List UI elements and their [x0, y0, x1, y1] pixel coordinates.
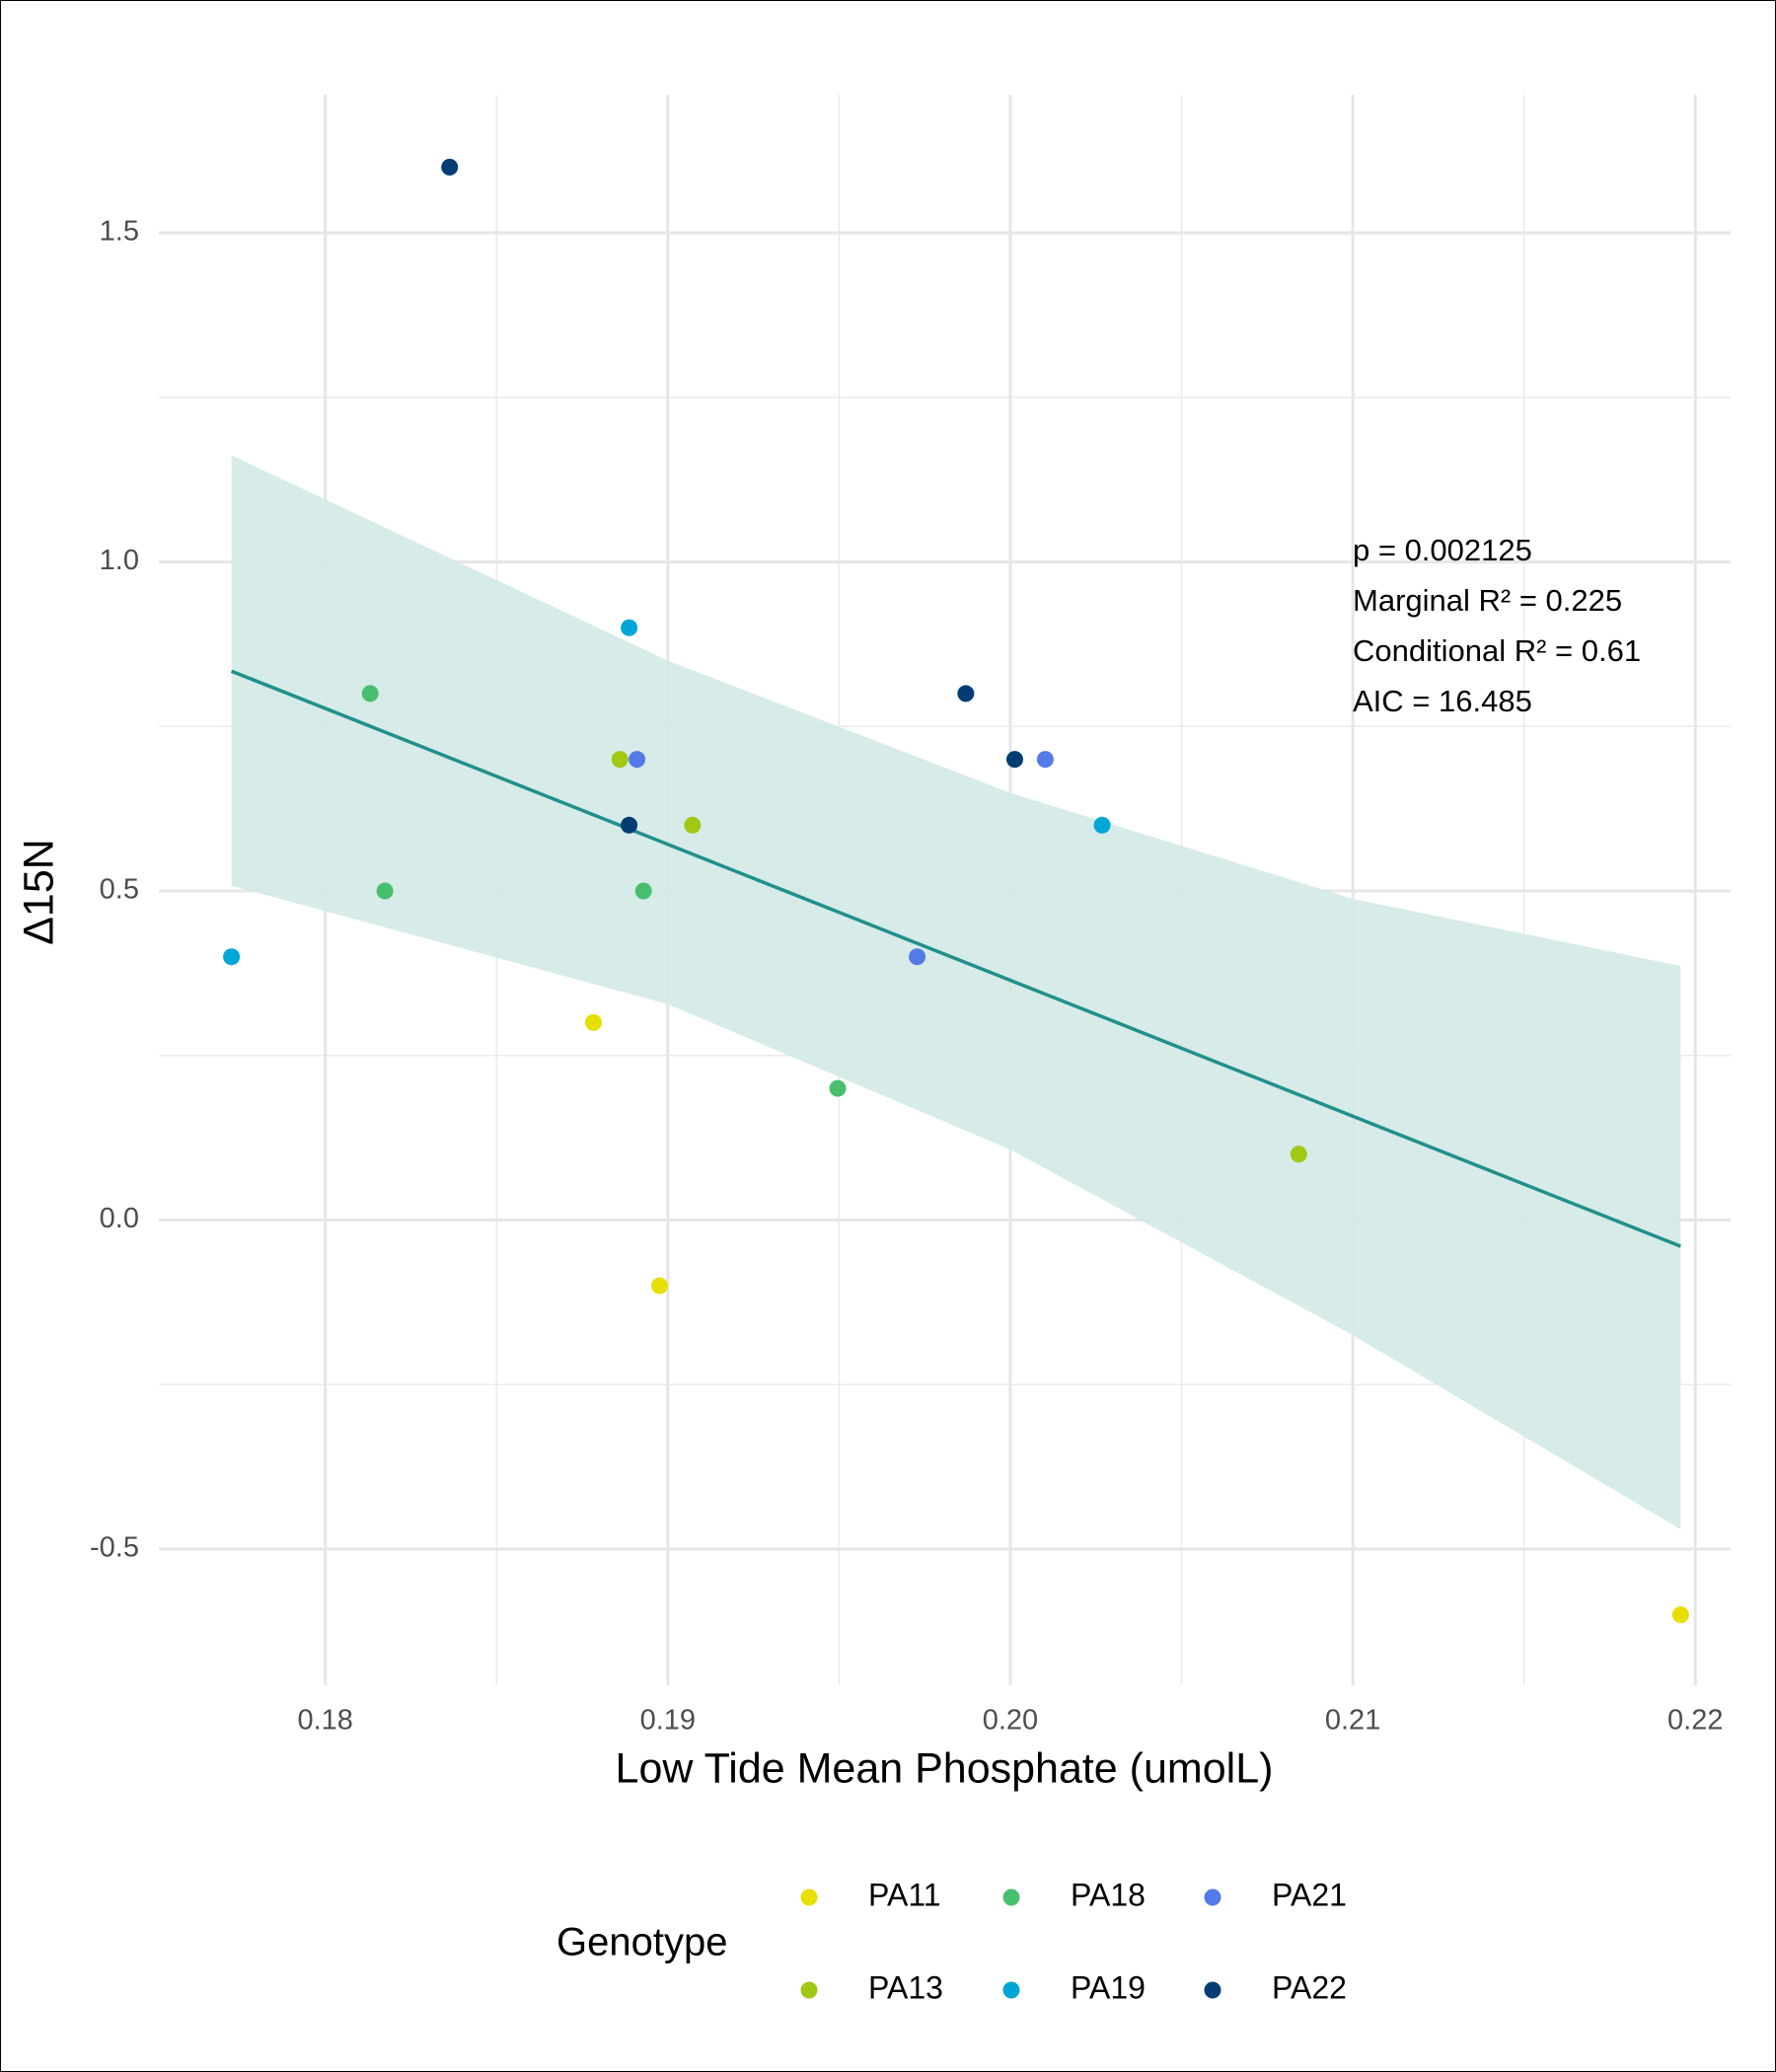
confidence-band [231, 455, 1681, 1529]
legend-marker [1204, 1888, 1221, 1906]
point [376, 882, 394, 900]
point [1290, 1146, 1307, 1163]
point [909, 948, 926, 966]
point [441, 158, 459, 176]
point [684, 816, 702, 834]
point [1671, 1606, 1689, 1624]
x-tick-label: 0.18 [297, 1705, 352, 1737]
legend-label: PA11 [868, 1877, 941, 1912]
legend-marker [1002, 1888, 1020, 1906]
plot [223, 158, 1689, 1624]
legend-label: PA13 [868, 1969, 943, 2005]
point [1036, 751, 1054, 769]
legend-label: PA22 [1272, 1969, 1347, 2005]
x-axis-title: Low Tide Mean Phosphate (umolL) [616, 1744, 1274, 1792]
legend-marker [1002, 1981, 1020, 1999]
point [651, 1277, 669, 1295]
legend-marker [800, 1888, 818, 1906]
point [829, 1079, 847, 1097]
legend-label: PA19 [1071, 1969, 1146, 2005]
legend: PA11 PA13 PA18 PA19 PA21 PA22 [800, 1877, 1347, 2005]
y-tick-label: 0.0 [100, 1203, 139, 1234]
x-tick-label: 0.20 [983, 1705, 1038, 1737]
y-tick-label: 1.0 [100, 545, 139, 576]
y-axis-title: Δ15N [15, 839, 62, 945]
annotation: Marginal R² = 0.225 [1353, 583, 1622, 618]
legend-title: Genotype [556, 1921, 727, 1964]
legend-marker [800, 1981, 818, 1999]
y-tick-label: 1.5 [100, 216, 139, 248]
annotation: AIC = 16.485 [1353, 684, 1532, 718]
point [611, 751, 629, 769]
point [223, 948, 241, 966]
x-tick-label: 0.22 [1667, 1705, 1723, 1737]
x-tick-label: 0.19 [640, 1705, 696, 1737]
point [957, 685, 975, 703]
annotation: Conditional R² = 0.61 [1353, 633, 1641, 668]
y-tick-label: 0.5 [100, 874, 139, 906]
legend-label: PA21 [1272, 1877, 1347, 1912]
fit-line [230, 669, 1681, 1248]
point [621, 816, 638, 834]
point [361, 685, 379, 703]
legend-label: PA18 [1071, 1877, 1146, 1912]
point [1005, 751, 1023, 769]
point [634, 882, 652, 900]
annotation: p = 0.002125 [1353, 533, 1532, 567]
point [621, 619, 638, 636]
x-tick-label: 0.21 [1325, 1705, 1380, 1737]
legend-marker [1204, 1981, 1221, 1999]
point [585, 1013, 603, 1031]
point [1093, 816, 1111, 834]
y-tick-label: -0.5 [90, 1532, 139, 1564]
point [629, 751, 646, 769]
